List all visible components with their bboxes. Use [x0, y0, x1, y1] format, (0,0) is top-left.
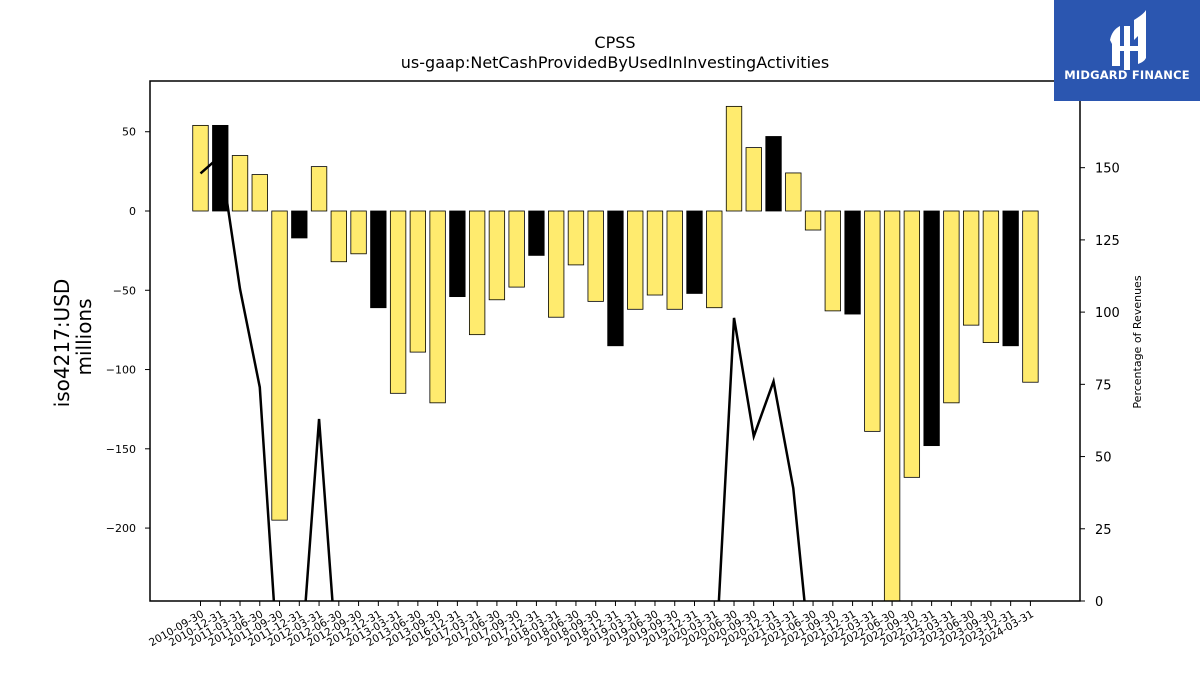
- logo-mark-icon: [1110, 10, 1146, 70]
- y-tick-label--50: −50: [113, 284, 136, 297]
- bar-2013-09-30: [429, 210, 446, 404]
- bar-2013-06-30: [409, 210, 427, 353]
- logo-text: MIDGARD FINANCE: [1064, 68, 1190, 82]
- y-axis-label: iso4217:USD millions: [50, 279, 96, 408]
- line-segment-0: [199, 153, 334, 601]
- bar-2023-09-30: [982, 210, 1000, 343]
- bar-2022-09-30: [903, 210, 921, 478]
- y2-tick-label-50: 50: [1095, 451, 1112, 466]
- bar-2012-06-30: [330, 210, 347, 263]
- bar-2022-12-31: [923, 210, 940, 447]
- bar-2022-03-31: [864, 210, 881, 432]
- bar-2021-06-30: [804, 210, 822, 231]
- y2-tick-label-25: 25: [1095, 523, 1112, 538]
- bar-2018-06-30: [567, 210, 585, 266]
- bar-2020-06-30: [725, 105, 743, 212]
- line-segment-1: [717, 317, 806, 601]
- bar-2012-03-31: [310, 166, 328, 212]
- y-axis-label-line1: iso4217:USD: [50, 279, 74, 408]
- y-tick-label--100: −100: [106, 364, 136, 377]
- bar-2011-03-31: [231, 155, 249, 212]
- bar-2017-09-30: [508, 210, 525, 288]
- bar-2018-03-31: [548, 210, 565, 318]
- y-tick-label-0: 0: [129, 205, 136, 218]
- bar-2023-03-31: [943, 210, 960, 404]
- bar-2013-03-31: [389, 210, 407, 394]
- y-axis-label-line2: millions: [72, 298, 96, 375]
- bar-2011-12-31: [291, 210, 308, 239]
- bar-2012-12-31: [370, 210, 387, 309]
- bar-2023-12-31: [1002, 210, 1019, 347]
- chart-subtitle: us-gaap:NetCashProvidedByUsedInInvesting…: [401, 53, 829, 72]
- bar-2011-09-30: [271, 210, 288, 521]
- y-tick-label--200: −200: [106, 522, 136, 535]
- bar-2020-03-31: [706, 210, 723, 309]
- bar-2016-12-31: [449, 210, 466, 298]
- bar-2019-03-31: [627, 210, 644, 310]
- bar-2020-09-30: [745, 147, 762, 212]
- bar-2019-06-30: [646, 210, 664, 296]
- bar-2017-06-30: [488, 210, 506, 301]
- bar-2024-03-31: [1022, 210, 1039, 383]
- y2-tick-label-125: 125: [1095, 234, 1120, 249]
- bar-2011-06-30: [251, 174, 268, 212]
- y2-tick-label-150: 150: [1095, 162, 1120, 177]
- bar-2021-09-30: [824, 210, 841, 312]
- logo: MIDGARD FINANCE: [1054, 0, 1200, 101]
- bar-2021-03-31: [785, 172, 802, 212]
- bar-2012-09-30: [350, 210, 367, 255]
- y2-tick-label-75: 75: [1095, 378, 1112, 393]
- y2-tick-label-0: 0: [1095, 595, 1103, 610]
- bar-2017-03-31: [468, 210, 486, 336]
- y-tick-label-50: 50: [122, 126, 136, 139]
- bar-2023-06-30: [962, 210, 980, 326]
- bar-2017-12-31: [528, 210, 545, 256]
- bars-group: [192, 105, 1039, 602]
- line-group: [199, 153, 806, 601]
- bar-2018-09-30: [587, 210, 604, 302]
- bar-2022-06-30: [883, 210, 901, 602]
- bar-2020-12-31: [765, 136, 782, 212]
- bar-2018-12-31: [607, 210, 624, 347]
- y-tick-label--150: −150: [106, 443, 136, 456]
- bar-2019-12-31: [686, 210, 703, 294]
- chart-title: CPSS: [594, 33, 635, 52]
- axes-group: 500−50−100−150−2000255075100125150175201…: [106, 80, 1120, 649]
- y2-tick-label-100: 100: [1095, 306, 1120, 321]
- bar-2021-12-31: [844, 210, 861, 315]
- bar-2019-09-30: [666, 210, 683, 310]
- y2-axis-label: Percentage of Revenues: [1131, 275, 1144, 408]
